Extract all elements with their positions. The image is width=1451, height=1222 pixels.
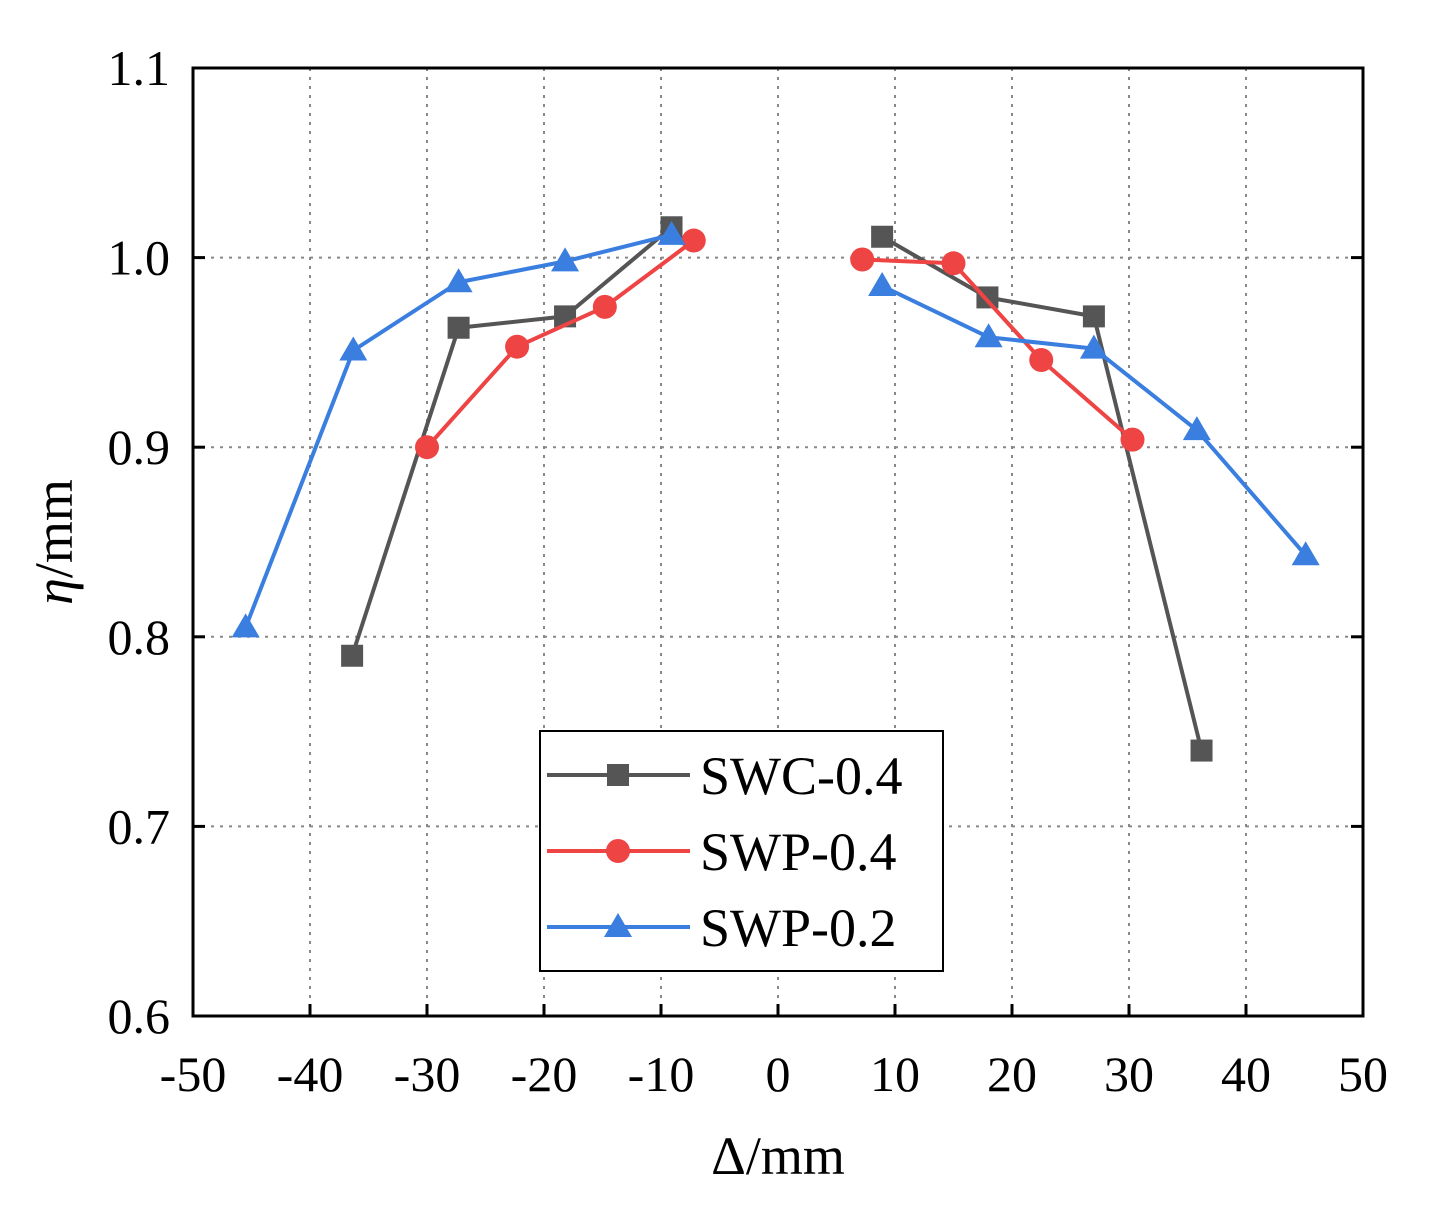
y-axis-unit: /mm <box>24 479 84 578</box>
data-point <box>415 435 439 460</box>
data-point <box>505 334 530 359</box>
series-SWP-0.2 <box>231 220 1320 638</box>
data-point <box>871 225 894 248</box>
x-tick-label: -40 <box>277 1046 344 1102</box>
data-point <box>868 272 897 297</box>
series-line <box>862 257 1134 442</box>
data-point <box>551 247 580 272</box>
legend-label: SWP-0.4 <box>700 822 897 882</box>
legend-entry: SWC-0.4 <box>547 746 903 806</box>
x-tick-label: 10 <box>870 1046 920 1102</box>
data-point <box>592 294 617 319</box>
series-SWP-0.4 <box>415 228 1145 460</box>
x-tick-label: 20 <box>987 1046 1037 1102</box>
x-tick-label: -20 <box>511 1046 578 1102</box>
x-axis-title: Δ/mm <box>711 1126 845 1186</box>
x-tick-label: -50 <box>160 1046 227 1102</box>
y-tick-label: 0.6 <box>108 988 171 1044</box>
data-point <box>339 336 368 361</box>
x-tick-label: 0 <box>766 1046 791 1102</box>
x-tick-label: 30 <box>1104 1046 1154 1102</box>
series-line <box>881 235 1204 752</box>
y-tick-label: 1.0 <box>108 230 171 286</box>
x-tick-label: -30 <box>394 1046 461 1102</box>
y-tick-label: 1.1 <box>108 40 171 96</box>
x-tick-label: 40 <box>1221 1046 1271 1102</box>
data-point <box>1029 347 1054 372</box>
y-axis-title: η/mm <box>24 479 84 605</box>
data-point <box>974 323 1003 348</box>
x-tick-label: -10 <box>628 1046 695 1102</box>
data-point <box>850 247 875 272</box>
data-point <box>447 316 470 339</box>
data-point <box>1291 541 1320 566</box>
x-tick-label: 50 <box>1338 1046 1388 1102</box>
legend-label: SWP-0.2 <box>700 898 897 958</box>
series-line <box>350 225 673 657</box>
data-point <box>657 220 686 245</box>
data-point <box>1190 739 1213 762</box>
data-point <box>341 644 364 667</box>
data-point <box>681 228 706 253</box>
data-point <box>1082 305 1105 328</box>
legend-marker <box>604 913 632 937</box>
series-layer <box>231 216 1320 762</box>
series-SWC-0.4 <box>341 216 1213 762</box>
y-tick-labels: 0.6 0.7 0.8 0.9 1.0 1.1 <box>108 40 171 1044</box>
data-point <box>231 613 260 638</box>
x-tick-labels: -50 -40 -30 -20 -10 0 10 20 30 40 50 <box>160 1046 1388 1102</box>
y-tick-label: 0.9 <box>108 419 171 475</box>
axis-ticks <box>191 66 1365 1018</box>
data-point <box>941 251 966 276</box>
data-point <box>444 268 473 293</box>
legend-marker <box>607 764 629 786</box>
legend-label: SWC-0.4 <box>700 746 903 806</box>
series-line <box>425 238 695 449</box>
data-point <box>1079 334 1108 359</box>
y-tick-label: 0.7 <box>108 798 171 854</box>
data-point <box>1120 427 1145 452</box>
legend-entry: SWP-0.2 <box>547 898 897 958</box>
y-axis-symbol: η <box>24 578 84 605</box>
legend: SWC-0.4 SWP-0.4 SWP-0.2 <box>539 730 944 972</box>
legend-marker <box>606 839 630 863</box>
y-tick-label: 0.8 <box>108 609 171 665</box>
legend-entry: SWP-0.4 <box>547 822 897 882</box>
data-point <box>1182 416 1211 441</box>
